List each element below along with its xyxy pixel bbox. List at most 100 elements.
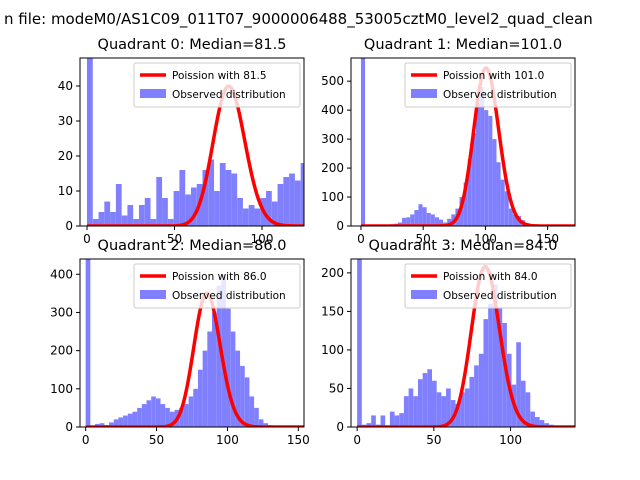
histogram-bar: [353, 132, 359, 227]
histogram-bar: [294, 180, 301, 226]
histogram-bar: [127, 413, 133, 427]
histogram-bar: [132, 411, 138, 427]
y-tick-label: 0: [336, 420, 344, 434]
histogram-bar: [403, 396, 409, 427]
y-tick-label: 20: [58, 149, 73, 163]
histogram-bar: [438, 219, 444, 226]
histogram-bar: [520, 380, 526, 427]
histogram-bar: [162, 198, 168, 226]
histogram-bar: [123, 415, 128, 427]
histogram-bar: [230, 331, 236, 427]
histogram-bar: [512, 214, 518, 226]
histogram-bar: [484, 110, 489, 226]
figure-title: n file: modeM0/AS1C09_011T07_9000006488_…: [4, 10, 593, 29]
histogram-bar: [216, 285, 222, 427]
histogram-bar: [214, 191, 220, 226]
histogram-bar: [225, 170, 232, 226]
histogram-bar: [193, 388, 198, 427]
plot-area: [87, 58, 388, 227]
y-tick-label: 200: [321, 266, 344, 280]
histogram-bar: [254, 208, 261, 226]
legend-box: [404, 263, 572, 309]
axes-frame: [350, 258, 576, 428]
histogram-bar: [190, 187, 197, 226]
x-tick-label: 100: [474, 232, 497, 246]
legend-label-observed: Observed distribution: [443, 290, 557, 302]
chart-panel-0: 0 50 100 0 10 20 30 40 Poission with 81.5 Observe…: [58, 37, 388, 246]
histogram-bar: [98, 212, 105, 226]
histogram-bar: [408, 388, 414, 427]
x-tick-label: 0: [83, 232, 91, 246]
y-tick-label: 30: [58, 114, 73, 128]
legend-label-poisson: Poission with 81.5: [172, 70, 267, 82]
histogram-bar: [242, 208, 249, 226]
x-tick-label: 50: [416, 232, 431, 246]
histogram-bar: [141, 404, 147, 427]
histogram-bar: [150, 219, 157, 226]
histogram-bar: [231, 173, 238, 226]
histogram-bar: [430, 214, 435, 226]
y-tick-label: 500: [321, 74, 344, 88]
histogram-bar: [463, 182, 468, 226]
histogram-bar: [156, 177, 163, 226]
histogram-bar: [185, 194, 191, 226]
histogram-bar: [539, 420, 545, 427]
histogram-bar: [244, 377, 250, 427]
histogram-bar: [263, 423, 269, 427]
histogram-bar: [488, 303, 493, 427]
x-tick-label: 150: [287, 433, 310, 447]
legend-swatch-observed: [140, 89, 166, 98]
histogram-bar: [504, 191, 509, 226]
histogram-bar: [179, 170, 186, 226]
histogram-bar: [289, 173, 295, 226]
histogram-bar: [118, 417, 124, 427]
histogram-bar: [530, 411, 535, 427]
histogram-bar: [226, 308, 231, 427]
histogram-bar: [133, 219, 139, 226]
histogram-bar: [144, 198, 151, 226]
histogram-bar: [380, 415, 386, 427]
histogram-bar: [202, 350, 208, 427]
y-tick-label: 40: [58, 79, 73, 93]
histogram-bar: [364, 149, 370, 226]
histogram-bar: [357, 259, 362, 427]
histogram-bar: [382, 177, 388, 226]
y-tick-label: 400: [50, 267, 73, 281]
y-tick-label: 100: [321, 343, 344, 357]
histogram-bar: [441, 396, 447, 427]
histogram-bar: [87, 58, 93, 226]
legend-box: [404, 62, 572, 108]
histogram-bar: [197, 369, 203, 427]
histogram-bar: [488, 115, 493, 226]
histogram-bar: [450, 400, 456, 427]
histogram-bar: [376, 184, 382, 226]
histogram-bar: [240, 365, 245, 427]
histogram-bar: [410, 214, 415, 226]
histogram-bar: [475, 104, 481, 226]
histogram-bar: [99, 423, 105, 427]
histogram-bar: [497, 307, 503, 427]
x-tick-label: 150: [536, 232, 559, 246]
legend-label-observed: Observed distribution: [443, 89, 557, 101]
x-tick-label: 50: [426, 433, 441, 447]
plot-area: [356, 259, 575, 427]
histogram-bar: [188, 396, 194, 427]
histogram-bar: [508, 208, 513, 226]
histogram-bar: [202, 170, 209, 226]
x-tick-label: 100: [499, 433, 522, 447]
histogram-bar: [414, 210, 419, 226]
legend-swatch-observed: [411, 290, 437, 299]
histogram-bar: [467, 159, 472, 226]
poisson-curve: [87, 84, 304, 226]
histogram-bar: [137, 407, 142, 427]
y-tick-label: 0: [65, 219, 73, 233]
legend-label-poisson: Poission with 101.0: [443, 70, 544, 82]
chart-panel-3: 0 50 100 0 50 100 150 200 Poission with 84.0 Obse…: [321, 238, 576, 447]
histogram-bar: [422, 373, 428, 427]
histogram-bar: [219, 163, 226, 226]
histogram-bar: [115, 184, 122, 226]
histogram-bar: [483, 319, 489, 427]
histogram-bar: [127, 205, 134, 226]
axes-frame: [350, 57, 576, 227]
histogram-bar: [525, 392, 531, 427]
